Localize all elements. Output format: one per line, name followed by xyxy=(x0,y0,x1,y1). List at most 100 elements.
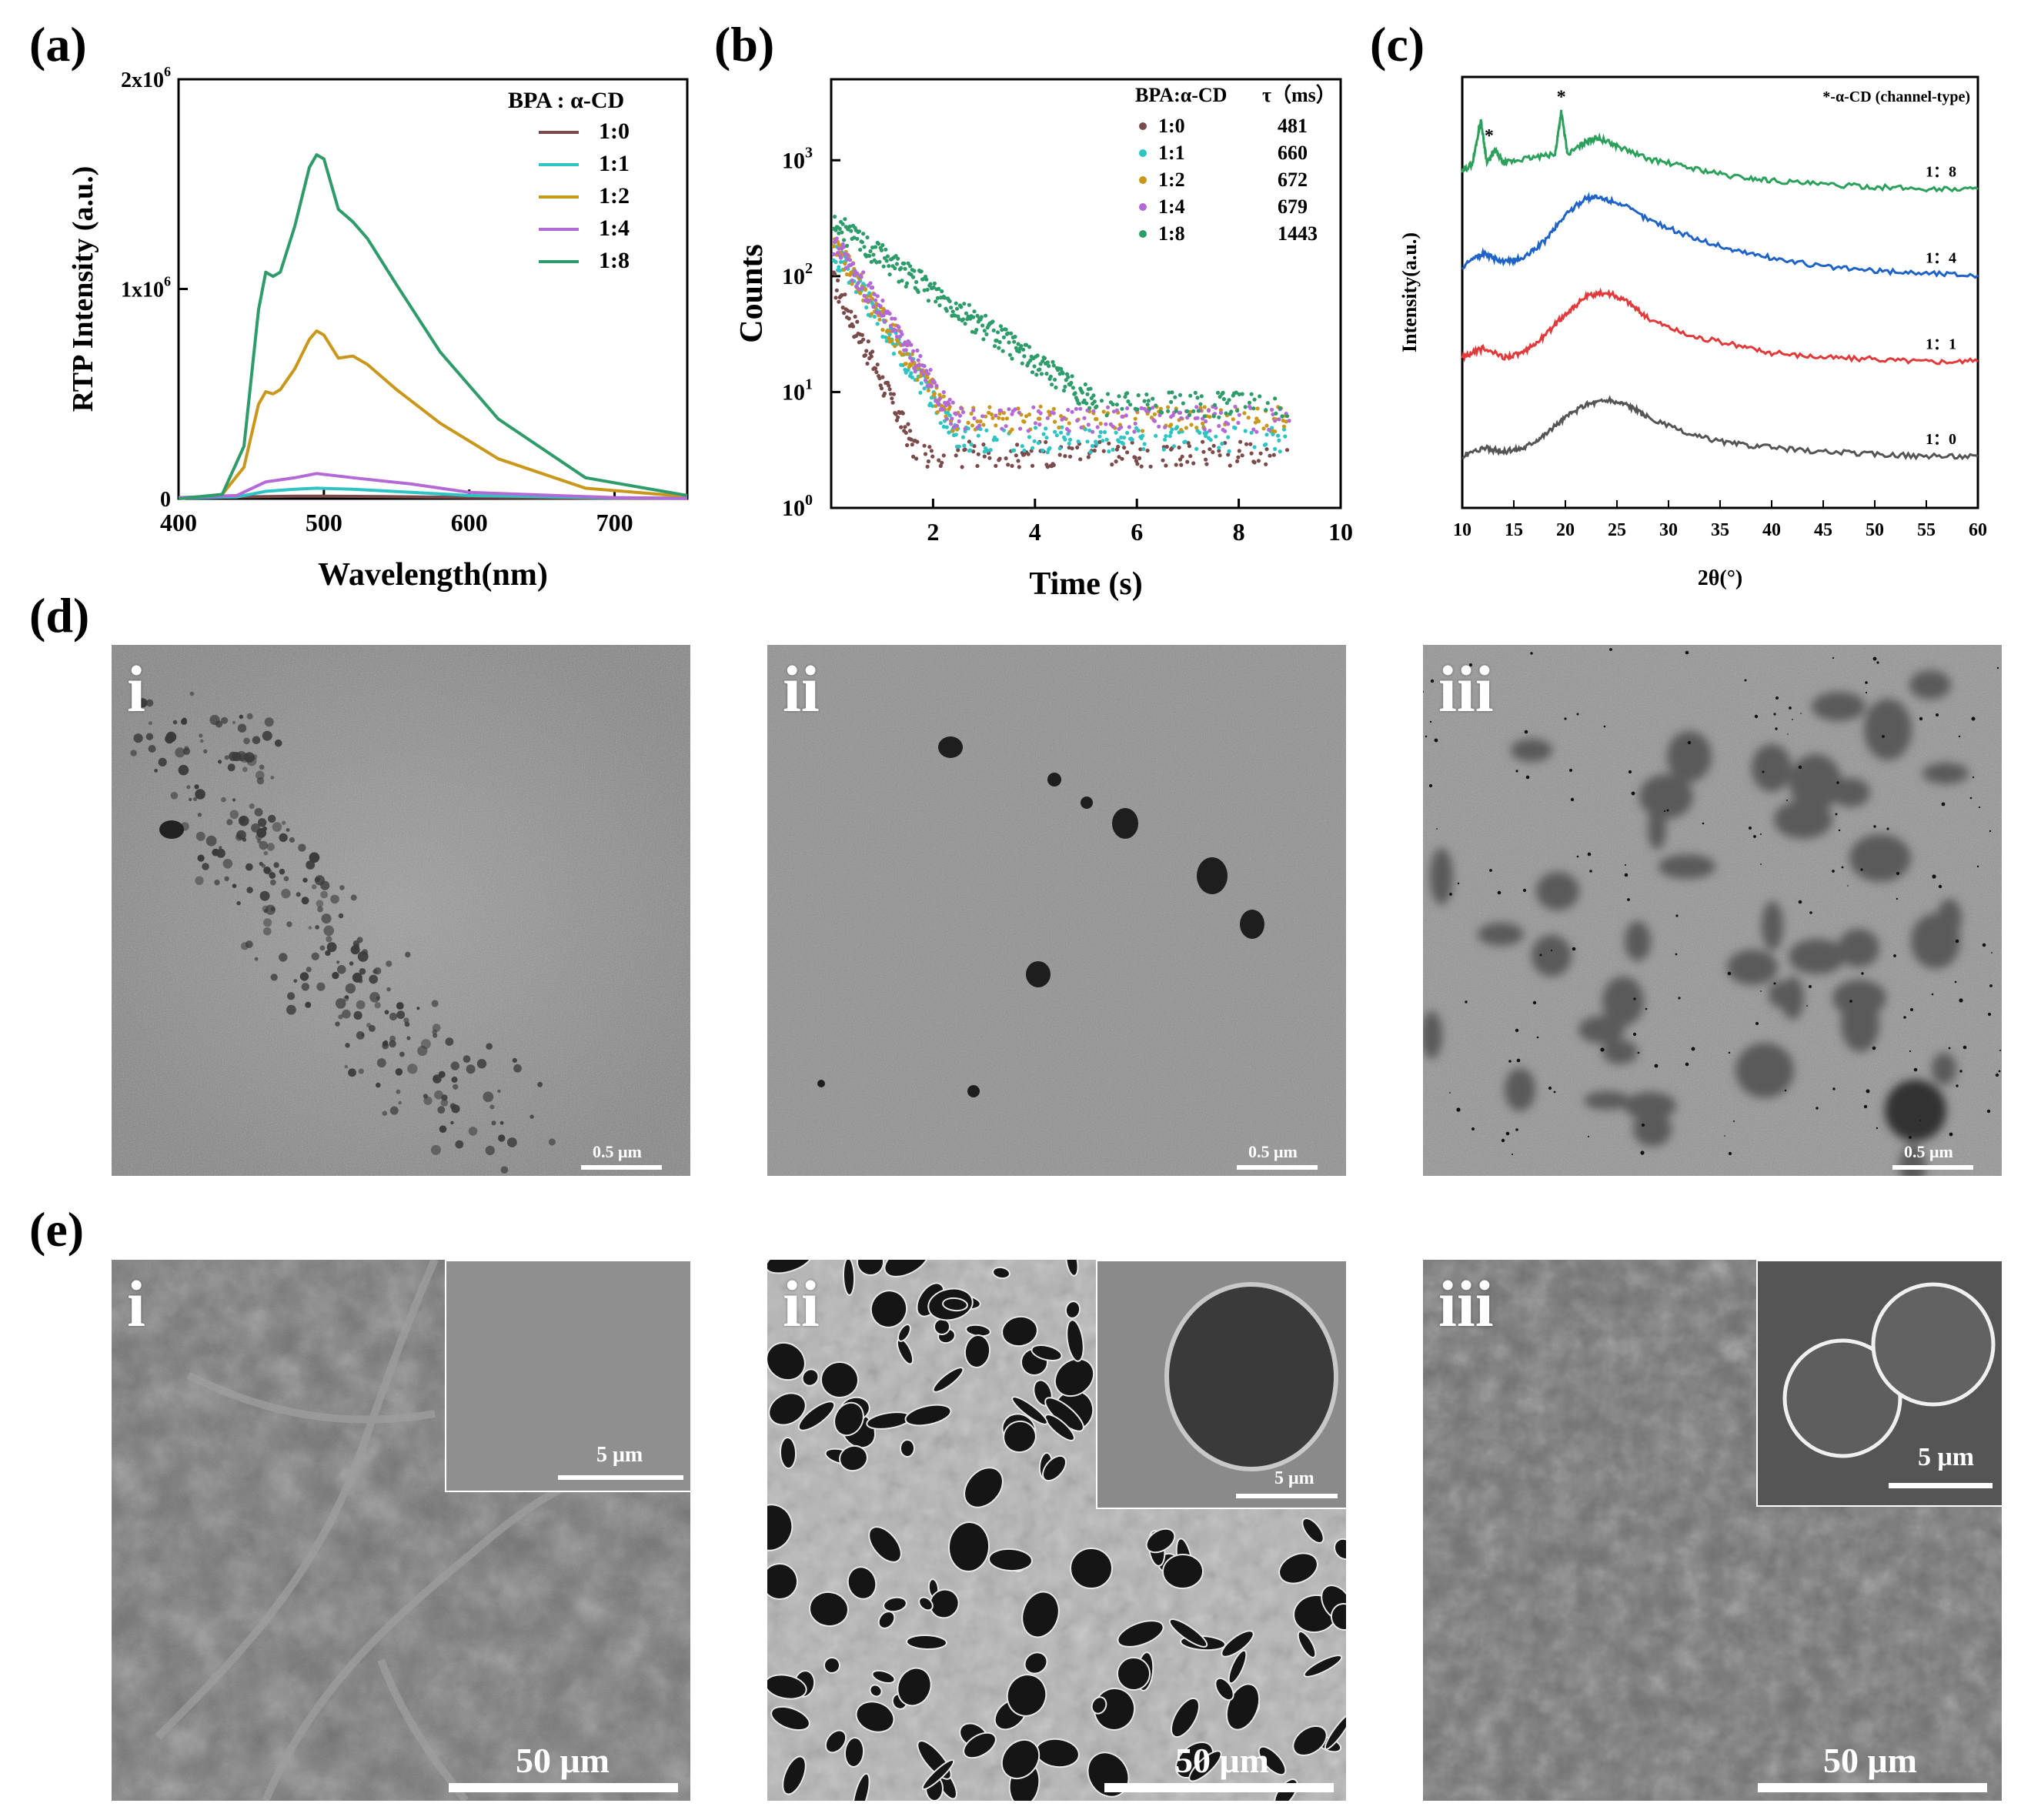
chart-b-point xyxy=(1135,462,1140,466)
chart-b-point xyxy=(1054,385,1058,390)
chart-b-point xyxy=(890,400,895,405)
chart-b-point xyxy=(929,449,934,453)
chart-b-point xyxy=(1080,390,1084,395)
chart-c-curve-label: 1：1 xyxy=(1926,336,1956,353)
chart-b-point xyxy=(1284,414,1290,419)
chart-b-point xyxy=(1078,406,1083,411)
chart-b-point xyxy=(1125,406,1130,411)
chart-b-point xyxy=(1202,427,1207,432)
chart-c-xtick-label: 20 xyxy=(1556,520,1575,540)
chart-a-xtick-label: 500 xyxy=(306,509,342,536)
chart-b-point xyxy=(1164,444,1169,449)
chart-b-point xyxy=(1127,425,1131,429)
chart-b-point xyxy=(1038,362,1043,366)
chart-b-point xyxy=(975,419,980,424)
chart-b-point xyxy=(852,235,857,240)
chart-b-point xyxy=(833,215,837,219)
chart-b-point xyxy=(1164,434,1168,439)
chart-c-xtick-label: 30 xyxy=(1659,520,1678,540)
chart-b-point xyxy=(843,217,847,222)
chart-b-point xyxy=(1091,393,1096,398)
chart-b-point xyxy=(908,429,913,433)
chart-b-point xyxy=(1007,407,1011,412)
chart-b-point xyxy=(987,405,992,409)
chart-b-point xyxy=(1071,386,1075,390)
panel-label-b: (b) xyxy=(714,17,775,72)
chart-b-point xyxy=(1240,453,1244,458)
sem-iii-inset-scale-bar xyxy=(1889,1483,1993,1488)
chart-b-point xyxy=(839,259,843,265)
chart-b-point xyxy=(1220,442,1224,446)
chart-b-point xyxy=(1188,454,1193,459)
chart-b-point xyxy=(1061,416,1067,420)
chart-c-frame xyxy=(1461,75,1979,509)
chart-b-point xyxy=(921,372,926,376)
chart-b-point xyxy=(1022,354,1027,359)
chart-a-rtp-spectra: 400 500 600 700 0 1x106 2x106 Wavelength(nm) RTP… xyxy=(67,64,689,593)
chart-b-point xyxy=(1166,409,1171,413)
chart-b-point xyxy=(1110,463,1114,467)
chart-b-point xyxy=(1264,432,1269,437)
chart-b-point xyxy=(1139,464,1144,469)
chart-b-point xyxy=(1104,437,1109,442)
chart-b-point xyxy=(897,325,901,329)
chart-b-point xyxy=(1013,407,1017,412)
chart-b-point xyxy=(872,292,877,297)
chart-b-point xyxy=(1246,416,1251,420)
chart-b-point xyxy=(1057,452,1062,457)
chart-b-point xyxy=(915,378,920,382)
chart-b-point xyxy=(1256,419,1261,424)
chart-b-point xyxy=(922,443,927,448)
chart-b-point xyxy=(1249,430,1254,435)
chart-b-point xyxy=(1114,459,1118,464)
chart-b-point xyxy=(950,309,955,314)
chart-b-point xyxy=(911,275,916,279)
chart-b-point xyxy=(909,437,914,442)
chart-b-point xyxy=(1101,439,1105,443)
sem-iii-scale-bar xyxy=(1758,1783,1987,1792)
chart-b-point xyxy=(877,317,882,322)
chart-b-point xyxy=(862,245,867,249)
chart-b-point xyxy=(941,394,946,399)
chart-b-point xyxy=(1044,372,1049,376)
chart-b-legend-ratio: 1:1 xyxy=(1158,142,1185,164)
chart-b-point xyxy=(1000,349,1005,353)
chart-b-point xyxy=(1133,416,1137,421)
chart-b-point xyxy=(1128,402,1133,407)
chart-b-legend-col1: BPA:α-CD xyxy=(1135,84,1227,106)
chart-b-point xyxy=(910,442,914,447)
chart-b-point xyxy=(850,262,856,266)
chart-b-point xyxy=(971,315,976,319)
chart-b-point xyxy=(1066,375,1071,379)
chart-c-series-line xyxy=(1461,287,1979,366)
chart-b-point xyxy=(1204,433,1208,439)
chart-b-point xyxy=(1163,437,1167,442)
chart-b-point xyxy=(1111,402,1115,407)
chart-b-point xyxy=(875,362,880,367)
chart-b-point xyxy=(1267,427,1271,432)
chart-b-point xyxy=(1214,434,1218,439)
chart-b-point xyxy=(1152,412,1157,416)
chart-b-point xyxy=(1198,402,1203,406)
chart-b-point xyxy=(1067,437,1073,442)
chart-b-point xyxy=(868,281,873,286)
chart-b-point xyxy=(1217,423,1221,429)
chart-b-point xyxy=(963,426,967,431)
chart-b-point xyxy=(1051,406,1056,412)
chart-b-point xyxy=(923,378,928,382)
chart-b-point xyxy=(1151,396,1155,401)
chart-b-point xyxy=(1120,414,1124,419)
chart-b-point xyxy=(954,453,958,458)
chart-b-point xyxy=(975,463,980,469)
chart-b-point xyxy=(842,238,847,242)
chart-b-point xyxy=(837,231,841,235)
sem-i-scale-text: 50 μm xyxy=(516,1741,610,1780)
chart-b-point xyxy=(874,370,879,375)
chart-b-xtick-label: 8 xyxy=(1233,518,1245,546)
chart-b-point xyxy=(1238,439,1243,444)
chart-b-point xyxy=(1281,418,1285,423)
chart-b-point xyxy=(1016,342,1021,346)
chart-b-point xyxy=(959,305,964,309)
chart-b-point xyxy=(971,408,976,412)
chart-a-xtick-label: 700 xyxy=(596,509,633,536)
